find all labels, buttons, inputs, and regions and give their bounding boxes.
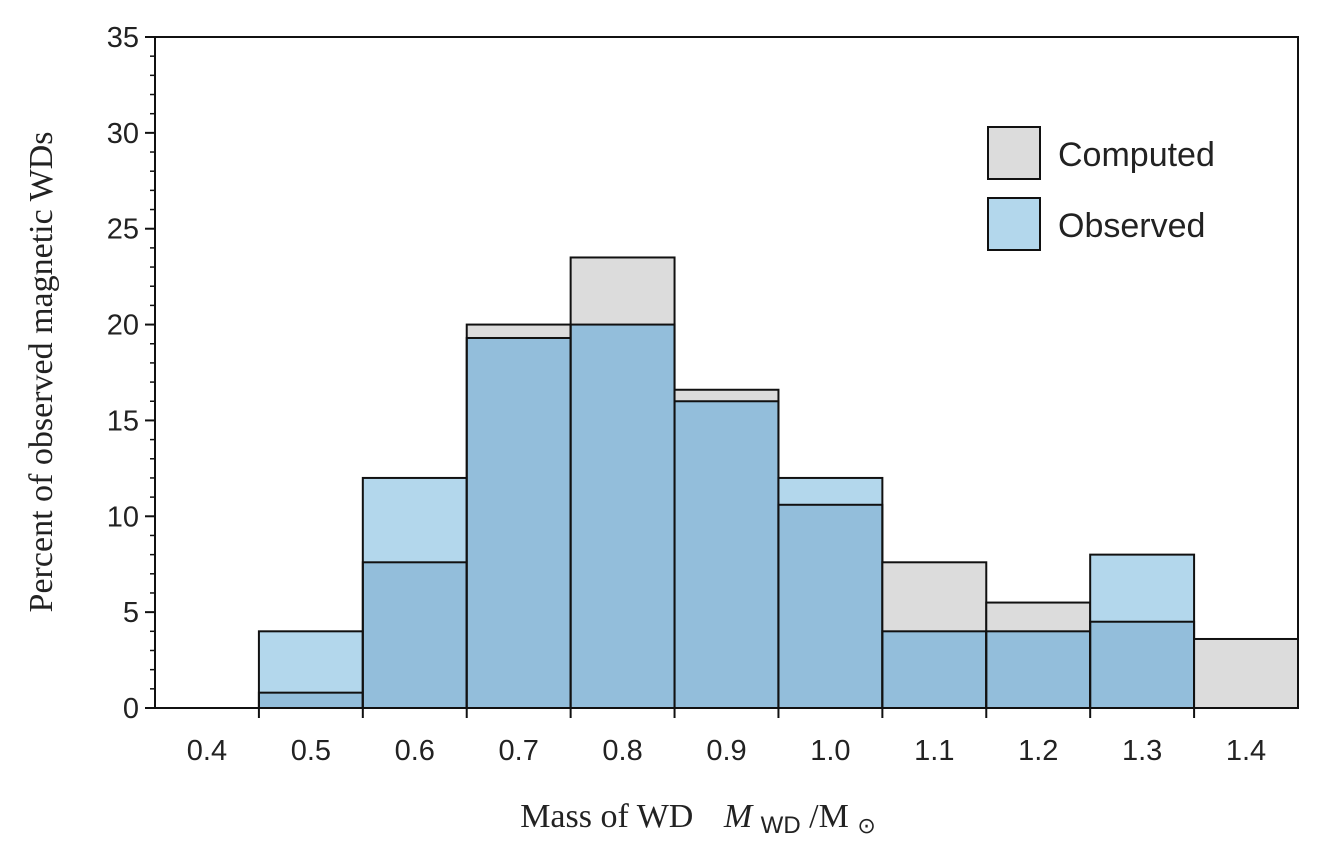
legend-swatch-observed [987, 197, 1041, 251]
x-axis-title: Mass of WD M WD /M ⊙ [520, 798, 876, 841]
axes-layer [154, 36, 1299, 709]
bar-overlap-1.3 [1090, 621, 1195, 708]
bar-computed-excess-1.2 [986, 602, 1091, 632]
bar-overlap-0.7 [466, 337, 571, 708]
y-tick-label-15: 15 [107, 405, 139, 437]
bar-computed-excess-0.7 [466, 324, 571, 338]
x-tick-label-0.7: 0.7 [499, 735, 539, 767]
bar-overlap-1.0 [778, 504, 883, 708]
bar-overlap-0.9 [674, 401, 779, 708]
x-tick-label-0.6: 0.6 [395, 735, 435, 767]
x-tick-label-0.9: 0.9 [706, 735, 746, 767]
x-tick-label-1.0: 1.0 [810, 735, 850, 767]
legend-label-observed: Observed [1058, 207, 1205, 245]
y-axis-title: Percent of observed magnetic WDs [23, 132, 60, 613]
bar-observed-excess-1.3 [1090, 554, 1195, 622]
x-tick-label-1.4: 1.4 [1226, 735, 1266, 767]
x-axis-title-suffix: /M [809, 798, 849, 835]
bar-overlap-1.2 [986, 631, 1091, 708]
legend: Computed Observed [987, 126, 1215, 251]
bar-computed-excess-0.9 [674, 389, 779, 402]
x-tick-label-1.2: 1.2 [1018, 735, 1058, 767]
y-tick-label-25: 25 [107, 214, 139, 246]
bar-computed-excess-1.4 [1194, 638, 1298, 708]
legend-label-computed: Computed [1058, 136, 1215, 174]
x-tick-label-1.3: 1.3 [1122, 735, 1162, 767]
y-tick-label-0: 0 [123, 693, 139, 725]
x-axis-title-prefix: Mass of WD [520, 798, 693, 835]
bars-layer [257, 256, 1300, 710]
bar-computed-excess-0.8 [570, 257, 675, 325]
bar-observed-excess-0.6 [362, 477, 467, 563]
bar-overlap-0.8 [570, 324, 675, 708]
sun-symbol-icon: ⊙ [857, 814, 875, 839]
plot-frame [154, 36, 1299, 709]
y-tick-label-10: 10 [107, 501, 139, 533]
bar-observed-excess-0.5 [258, 631, 363, 693]
x-tick-label-1.1: 1.1 [914, 735, 954, 767]
x-tick-label-0.4: 0.4 [187, 735, 227, 767]
bar-overlap-0.6 [362, 562, 467, 708]
x-axis-title-subscript: WD [761, 812, 801, 839]
x-tick-label-0.8: 0.8 [602, 735, 642, 767]
bar-overlap-1.1 [882, 631, 987, 708]
bar-computed-excess-1.1 [882, 562, 987, 632]
y-tick-label-35: 35 [107, 22, 139, 54]
y-tick-label-30: 30 [107, 118, 139, 150]
bar-overlap-0.5 [258, 692, 363, 708]
ticks-layer: 0 5 10 15 20 25 30 35 0.4 0.5 0.6 0.7 0.8 0.9 1.0 1.1 1.… [107, 22, 1266, 767]
bar-observed-excess-1.0 [778, 477, 883, 505]
legend-swatch-computed [987, 126, 1041, 180]
x-tick-label-0.5: 0.5 [291, 735, 331, 767]
y-tick-label-20: 20 [107, 310, 139, 342]
y-tick-label-5: 5 [123, 597, 139, 629]
x-axis-title-symbol: M [723, 798, 754, 835]
